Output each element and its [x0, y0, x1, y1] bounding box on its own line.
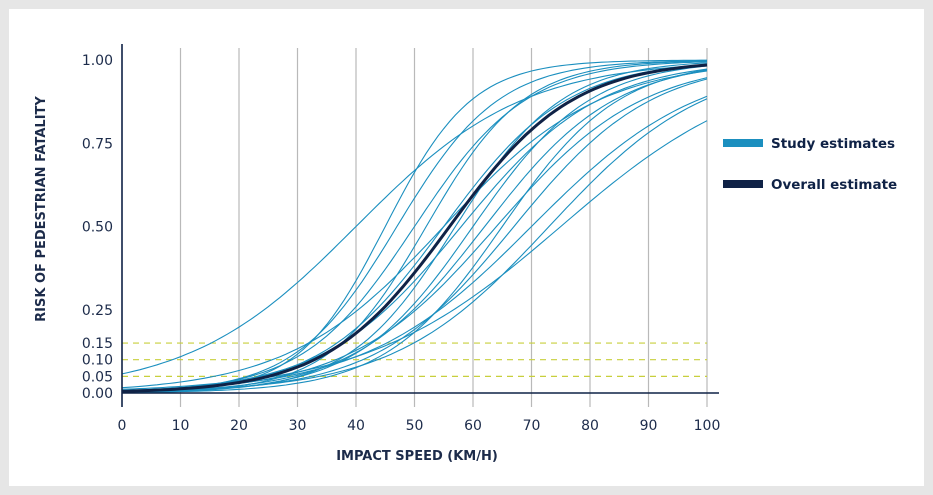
legend-label-study: Study estimates [771, 136, 895, 152]
legend-swatch-study [723, 139, 763, 147]
overall-curve [121, 63, 708, 393]
y-tick-label: 0.50 [82, 220, 113, 236]
x-tick-label: 50 [406, 418, 424, 434]
x-tick-label: 80 [581, 418, 599, 434]
x-tick-label: 10 [172, 418, 190, 434]
y-tick-label: 1.00 [82, 53, 113, 69]
x-tick-label: 40 [347, 418, 365, 434]
x-tick-label: 60 [464, 418, 482, 434]
study-curve [121, 69, 708, 393]
legend-swatch-overall [723, 180, 763, 188]
axes [121, 44, 719, 407]
y-tick-label: 0.10 [82, 353, 113, 369]
study-curve [121, 120, 708, 390]
grid [179, 48, 708, 407]
x-tick-label: 20 [230, 418, 248, 434]
x-tick-label: 0 [118, 418, 127, 434]
chart-card: 0.00 0.05 0.10 0.15 0.25 0.50 0.75 1.00 0 10 20 30… [9, 9, 924, 486]
x-tick-label: 90 [640, 418, 658, 434]
y-tick-label: 0.75 [82, 136, 113, 152]
y-tick-label: 0.00 [82, 386, 113, 402]
study-curve [121, 70, 708, 389]
legend: Study estimates Overall estimate [723, 136, 897, 193]
y-tick-labels: 0.000.050.100.15 0.25 0.50 0.75 1.00 [82, 53, 113, 402]
y-tick-label: 0.25 [82, 303, 113, 319]
reference-lines [122, 342, 707, 377]
study-curve [121, 64, 708, 375]
y-axis-title: RISK OF PEDESTRIAN FATALITY [34, 96, 49, 322]
y-tick-label: 0.15 [82, 336, 113, 352]
x-tick-label: 70 [523, 418, 541, 434]
overall-curve-group [121, 63, 708, 393]
x-tick-labels: 0 10 20 30 40 50 60 70 80 90 100 [118, 418, 721, 434]
y-tick-label: 0.05 [82, 369, 113, 385]
x-axis-title: IMPACT SPEED (KM/H) [336, 449, 498, 464]
x-tick-label: 30 [289, 418, 307, 434]
fatality-risk-chart: 0.000.050.100.15 0.25 0.50 0.75 1.00 0 10 20 30… [34, 44, 897, 464]
legend-label-overall: Overall estimate [771, 177, 897, 193]
x-tick-label: 100 [694, 418, 721, 434]
study-curve [121, 98, 708, 393]
